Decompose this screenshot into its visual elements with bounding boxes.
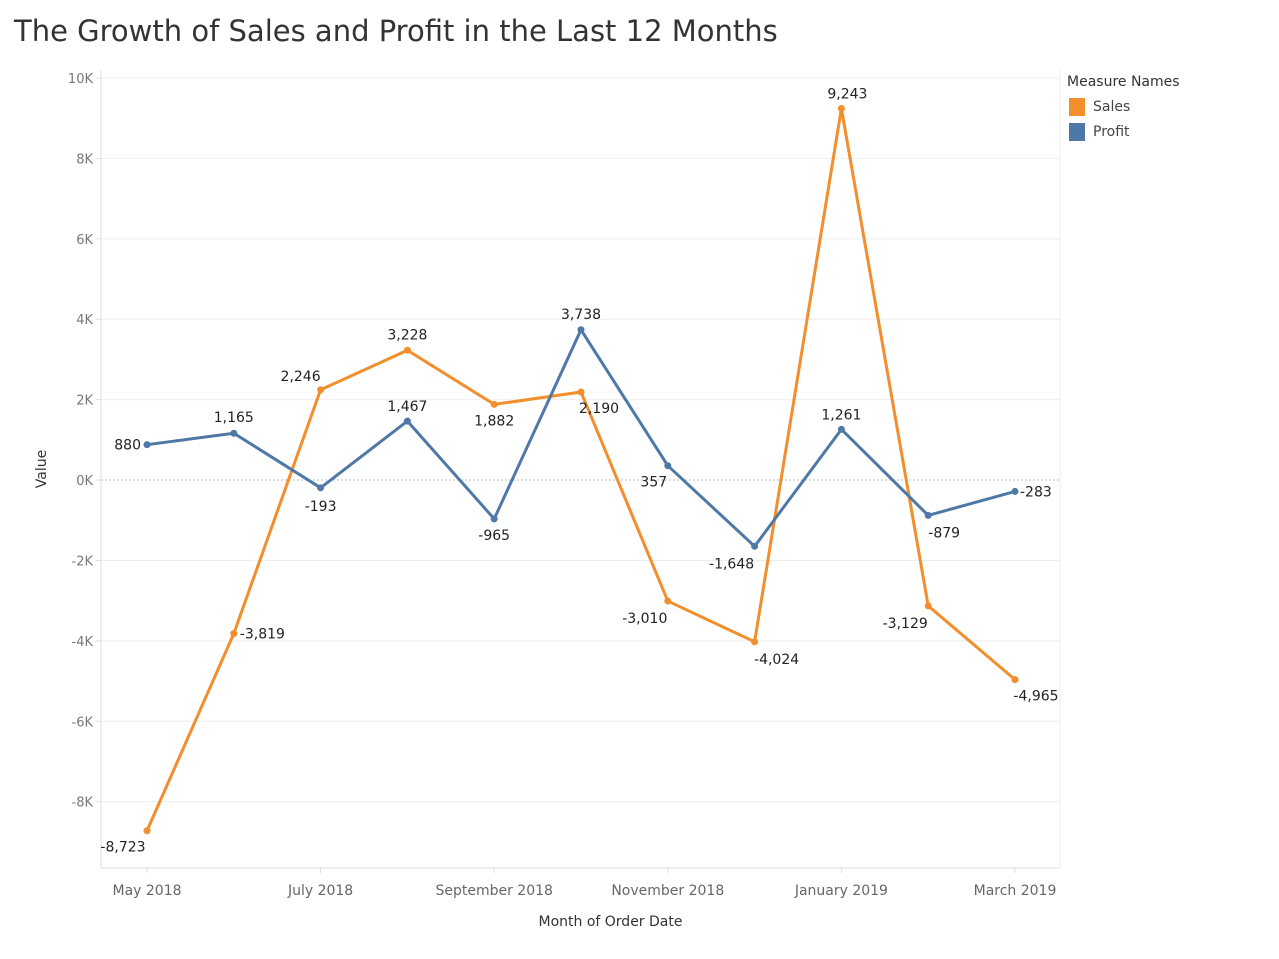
data-point-profit[interactable] [577, 326, 585, 334]
y-tick-label: 6K [76, 233, 93, 248]
x-tick-label: November 2018 [611, 883, 724, 899]
y-tick-label: 8K [76, 152, 93, 167]
data-label-sales: -4,965 [1013, 689, 1058, 705]
data-label-sales: 2,246 [281, 369, 321, 385]
data-point-profit[interactable] [751, 542, 759, 550]
data-point-profit[interactable] [490, 515, 498, 523]
data-point-sales[interactable] [751, 638, 759, 646]
data-point-profit[interactable] [837, 425, 845, 433]
y-tick-label: 0K [76, 474, 93, 489]
legend-label-sales: Sales [1093, 98, 1131, 115]
data-point-sales[interactable] [143, 827, 151, 835]
legend-swatch-profit [1069, 122, 1085, 141]
data-point-profit[interactable] [143, 441, 151, 449]
data-label-sales: -3,819 [240, 627, 285, 643]
y-tick-label: 4K [76, 313, 93, 328]
data-point-profit[interactable] [924, 511, 932, 519]
data-label-sales: 2,190 [579, 401, 619, 417]
x-tick-label: September 2018 [435, 883, 552, 899]
data-point-profit[interactable] [664, 462, 672, 470]
data-label-sales: 9,243 [827, 86, 867, 102]
y-tick-label: -2K [72, 554, 94, 569]
data-label-profit: -1,648 [709, 556, 754, 572]
y-axis-title: Value [34, 450, 50, 488]
data-label-profit: 880 [114, 438, 141, 454]
x-tick-label: May 2018 [112, 883, 181, 899]
data-point-sales[interactable] [403, 346, 411, 354]
data-point-sales[interactable] [664, 597, 672, 605]
data-point-profit[interactable] [230, 429, 238, 437]
y-tick-label: -4K [72, 635, 94, 650]
data-point-sales[interactable] [577, 388, 585, 396]
data-point-sales[interactable] [490, 400, 498, 408]
data-point-sales[interactable] [1011, 676, 1019, 684]
y-tick-label: 10K [68, 72, 94, 87]
x-tick-label: July 2018 [287, 883, 353, 899]
y-tick-label: -6K [72, 715, 94, 730]
data-label-sales: 3,228 [387, 327, 427, 343]
legend: Measure Names Sales Profit [1067, 74, 1180, 144]
y-tick-label: 2K [76, 394, 93, 409]
data-point-sales[interactable] [230, 630, 238, 638]
data-point-sales[interactable] [317, 386, 325, 394]
data-point-profit[interactable] [1011, 487, 1019, 495]
data-label-profit: 1,165 [214, 410, 254, 426]
data-label-profit: -965 [478, 528, 510, 544]
data-label-sales: -4,024 [754, 652, 799, 668]
legend-title: Measure Names [1067, 74, 1180, 90]
series-line-sales [145, 106, 1016, 832]
data-point-profit[interactable] [317, 484, 325, 492]
legend-swatch-sales [1069, 97, 1085, 116]
legend-item-profit[interactable]: Profit [1067, 119, 1180, 144]
x-tick-label: March 2019 [974, 883, 1057, 899]
data-label-sales: 1,882 [474, 413, 514, 429]
data-label-profit: 1,467 [387, 399, 427, 415]
data-label-profit: -283 [1020, 484, 1052, 500]
data-label-sales: -3,129 [883, 616, 928, 632]
chart-title: The Growth of Sales and Profit in the La… [14, 14, 778, 48]
data-point-sales[interactable] [924, 602, 932, 610]
data-label-profit: 1,261 [821, 407, 861, 423]
data-label-profit: 3,738 [561, 307, 601, 323]
data-label-profit: -193 [305, 499, 337, 515]
legend-label-profit: Profit [1093, 123, 1130, 140]
data-label-sales: -8,723 [100, 840, 145, 856]
data-point-sales[interactable] [837, 104, 845, 112]
data-label-profit: -879 [928, 525, 960, 541]
data-point-profit[interactable] [403, 417, 411, 425]
x-tick-label: January 2019 [794, 883, 888, 899]
x-axis-title: Month of Order Date [539, 914, 683, 930]
y-tick-label: -8K [72, 796, 94, 811]
legend-item-sales[interactable]: Sales [1067, 94, 1180, 119]
data-label-profit: 357 [640, 475, 667, 491]
data-label-sales: -3,010 [622, 611, 667, 627]
